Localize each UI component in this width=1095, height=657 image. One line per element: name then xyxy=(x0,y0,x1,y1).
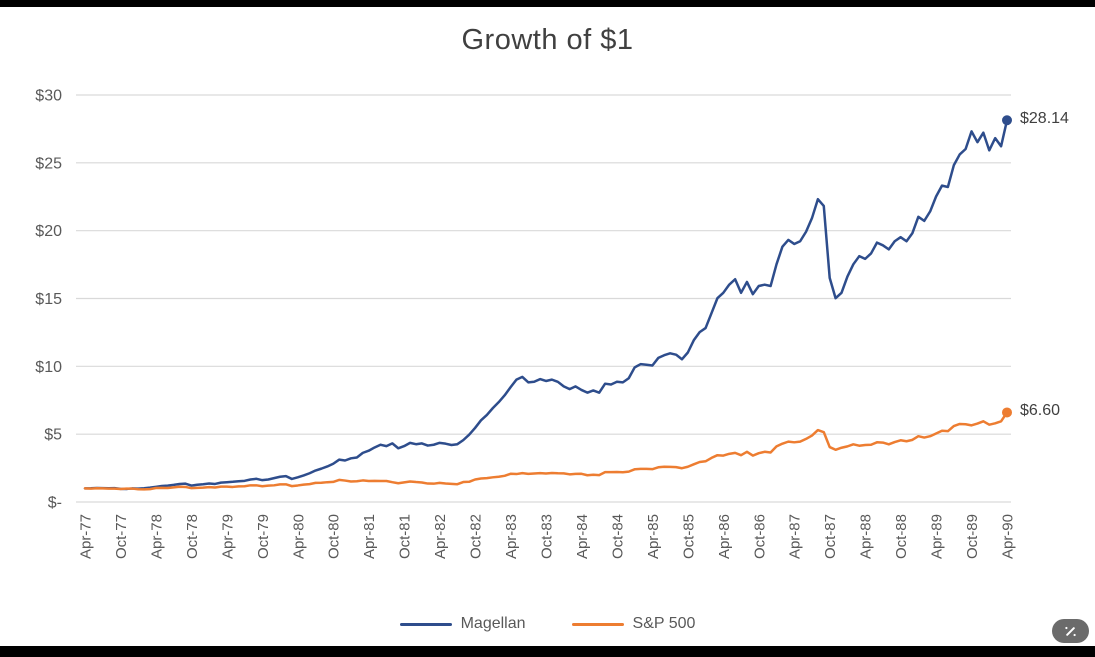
svg-text:Apr-84: Apr-84 xyxy=(574,514,591,559)
svg-text:Oct-79: Oct-79 xyxy=(255,514,272,559)
svg-text:Apr-77: Apr-77 xyxy=(78,514,95,559)
svg-text:$5: $5 xyxy=(44,427,62,444)
svg-text:Oct-78: Oct-78 xyxy=(184,514,201,559)
legend-label-magellan: Magellan xyxy=(460,615,526,632)
svg-text:$30: $30 xyxy=(35,88,62,105)
svg-text:Oct-84: Oct-84 xyxy=(609,514,626,559)
svg-text:Apr-83: Apr-83 xyxy=(503,514,520,559)
svg-text:Apr-88: Apr-88 xyxy=(858,514,875,559)
svg-text:Apr-90: Apr-90 xyxy=(1000,514,1017,559)
svg-text:Apr-89: Apr-89 xyxy=(929,514,946,559)
svg-text:Oct-80: Oct-80 xyxy=(326,514,343,559)
svg-text:Oct-88: Oct-88 xyxy=(893,514,910,559)
magellan-line-swatch xyxy=(399,622,452,626)
svg-text:Apr-82: Apr-82 xyxy=(432,514,449,559)
legend-item-magellan: Magellan xyxy=(399,615,526,633)
legend-item-sp500: S&P 500 xyxy=(571,615,696,633)
svg-text:Oct-83: Oct-83 xyxy=(539,514,556,559)
svg-text:Apr-80: Apr-80 xyxy=(290,514,307,559)
magic-wand-button[interactable] xyxy=(1052,619,1089,643)
svg-text:Oct-87: Oct-87 xyxy=(822,514,839,559)
svg-text:$20: $20 xyxy=(35,223,62,240)
legend-label-sp500: S&P 500 xyxy=(632,615,696,632)
svg-text:$25: $25 xyxy=(35,155,62,172)
svg-text:Oct-86: Oct-86 xyxy=(751,514,768,559)
sp500-line-swatch xyxy=(571,622,624,626)
svg-text:$-: $- xyxy=(48,495,62,512)
svg-text:Apr-81: Apr-81 xyxy=(361,514,378,559)
svg-text:$15: $15 xyxy=(35,291,62,308)
svg-text:Apr-79: Apr-79 xyxy=(219,514,236,559)
top-black-bar xyxy=(0,0,1095,7)
chart-legend: Magellan S&P 500 xyxy=(0,610,1095,638)
svg-text:Oct-77: Oct-77 xyxy=(113,514,130,559)
sp500-end-data-label: $6.60 xyxy=(1020,402,1061,420)
magic-wand-icon xyxy=(1065,626,1076,636)
svg-text:Apr-78: Apr-78 xyxy=(148,514,165,559)
svg-text:Apr-85: Apr-85 xyxy=(645,514,662,559)
svg-text:Oct-82: Oct-82 xyxy=(468,514,485,559)
svg-text:Oct-81: Oct-81 xyxy=(397,514,414,559)
svg-text:Oct-89: Oct-89 xyxy=(964,514,981,559)
svg-text:Apr-87: Apr-87 xyxy=(787,514,804,559)
bottom-black-bar xyxy=(0,646,1095,657)
svg-text:Apr-86: Apr-86 xyxy=(716,514,733,559)
chart-title: Growth of $1 xyxy=(461,24,634,56)
svg-text:Oct-85: Oct-85 xyxy=(680,514,697,559)
magellan-end-data-label: $28.14 xyxy=(1020,110,1069,128)
svg-text:$10: $10 xyxy=(35,359,62,376)
